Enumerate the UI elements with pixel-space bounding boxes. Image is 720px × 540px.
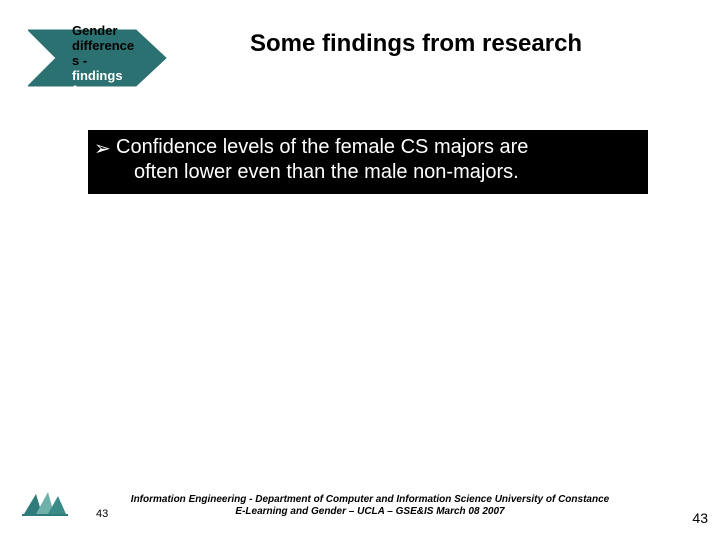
banner-line-5: from (72, 84, 162, 99)
footer: Information Engineering - Department of … (0, 480, 720, 532)
bullet-text-line1: Confidence levels of the female CS major… (116, 136, 638, 161)
footer-text: Information Engineering - Department of … (80, 494, 660, 518)
bullet-marker-icon: ➢ (94, 136, 116, 161)
bullet-text-line2: often lower even than the male non-major… (94, 161, 638, 184)
banner-text: Gender difference s - findings from (72, 24, 162, 99)
banner-line-3: s - (72, 54, 162, 69)
page-number-left: 43 (96, 508, 108, 520)
banner-line-4: findings (72, 69, 162, 84)
footer-line-1: Information Engineering - Department of … (80, 494, 660, 506)
logo (22, 490, 68, 518)
slide: Gender difference s - findings from Some… (0, 0, 720, 540)
bullet-row: ➢ Confidence levels of the female CS maj… (94, 136, 638, 161)
logo-icon (22, 490, 68, 518)
page-number-right: 43 (692, 510, 708, 526)
banner-line-1: Gender (72, 24, 162, 39)
footer-line-2: E-Learning and Gender – UCLA – GSE&IS Ma… (80, 506, 660, 518)
banner-line-2: difference (72, 39, 162, 54)
slide-title: Some findings from research (250, 30, 582, 58)
bullet-box: ➢ Confidence levels of the female CS maj… (88, 130, 648, 194)
